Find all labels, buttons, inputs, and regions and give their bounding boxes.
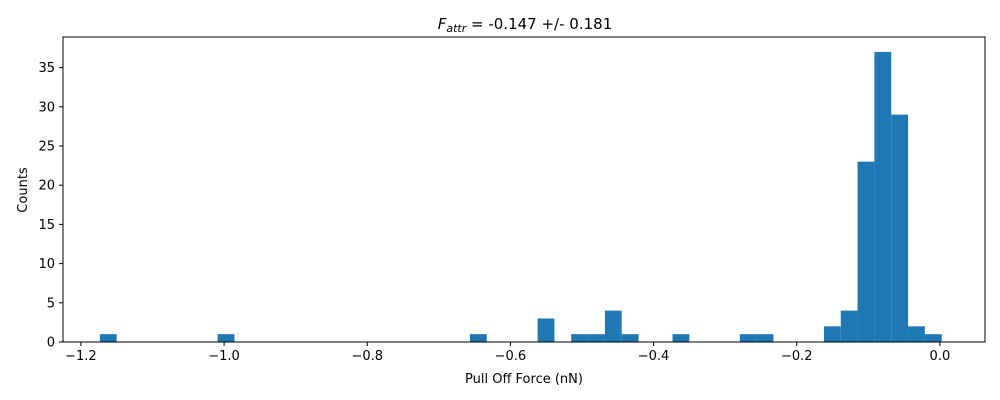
- title-rest: = -0.147 +/- 0.181: [466, 15, 612, 33]
- histogram-bar-12: [840, 310, 858, 342]
- chart-title: Fattr = -0.147 +/- 0.181: [438, 15, 613, 35]
- histogram-bar-17: [924, 334, 942, 342]
- y-tick-label: 20: [38, 179, 55, 194]
- histogram-bar-13: [857, 161, 875, 342]
- histogram-bar-1: [217, 334, 235, 342]
- x-tick-label: −0.6: [495, 349, 527, 364]
- y-tick-label: 35: [38, 61, 55, 76]
- bars-group: [99, 51, 942, 343]
- x-tick-label: −1.0: [208, 349, 240, 364]
- histogram-bar-9: [739, 334, 757, 342]
- histogram-bar-3: [537, 318, 555, 342]
- y-tick-label: 0: [47, 336, 55, 351]
- x-tick-label: −0.8: [351, 349, 383, 364]
- histogram-bar-10: [756, 334, 774, 342]
- x-ticks-group: −1.2 −1.0 −0.8 −0.6 −0.4 −0.2 0.0: [65, 342, 950, 364]
- histogram-bar-14: [874, 51, 892, 343]
- y-tick-label: 25: [38, 139, 55, 154]
- histogram-bar-4: [571, 334, 589, 342]
- histogram-bar-2: [469, 334, 487, 342]
- title-subscript: attr: [446, 22, 467, 35]
- histogram-bar-11: [823, 326, 841, 342]
- histogram-bar-5: [588, 334, 605, 342]
- histogram-bar-15: [891, 114, 909, 343]
- histogram-bar-16: [908, 326, 925, 342]
- y-tick-label: 5: [47, 296, 55, 311]
- histogram-bar-8: [672, 334, 690, 342]
- x-tick-label: −1.2: [65, 349, 97, 364]
- y-tick-label: 30: [38, 100, 55, 115]
- x-tick-label: 0.0: [930, 349, 951, 364]
- y-tick-label: 10: [38, 257, 55, 272]
- x-tick-label: −0.2: [781, 349, 813, 364]
- y-tick-label: 15: [38, 218, 55, 233]
- y-ticks-group: 0 5 10 15 20 25 30 35: [38, 61, 63, 351]
- x-axis-label: Pull Off Force (nN): [465, 372, 583, 387]
- histogram-bar-0: [99, 334, 117, 342]
- y-axis-label: Counts: [16, 167, 31, 213]
- x-tick-label: −0.4: [638, 349, 670, 364]
- plot-frame: [62, 36, 986, 343]
- title-symbol: F: [438, 15, 447, 33]
- histogram-bar-6: [604, 310, 622, 342]
- histogram-bar-7: [621, 334, 639, 342]
